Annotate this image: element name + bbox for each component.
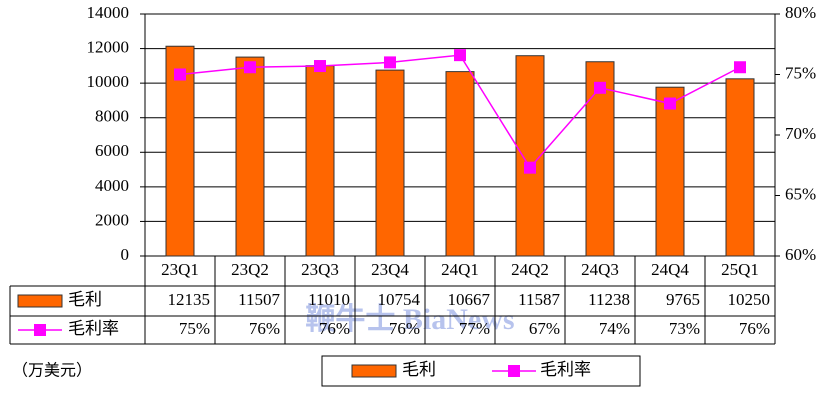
line-marker <box>314 60 326 73</box>
table-value: 11507 <box>238 290 280 309</box>
bar <box>515 55 545 257</box>
row-label: 毛利率 <box>68 319 119 338</box>
y2-tick-label: 60% <box>785 245 816 264</box>
line-marker <box>174 68 186 81</box>
bar <box>375 69 405 257</box>
bar <box>445 71 475 257</box>
bar <box>585 61 615 257</box>
legend-key <box>508 365 520 377</box>
y2-tick-label: 75% <box>785 63 816 82</box>
x-tick-label: 23Q3 <box>301 260 339 279</box>
x-tick-label: 23Q1 <box>161 260 199 279</box>
line-marker <box>734 61 746 74</box>
table-value: 11587 <box>518 290 560 309</box>
table-value: 10250 <box>728 290 771 309</box>
table-value: 10754 <box>378 290 421 309</box>
y-tick-label: 10000 <box>87 72 130 91</box>
y2-tick-label: 65% <box>785 184 816 203</box>
table-value: 12135 <box>168 290 211 309</box>
bar <box>655 86 685 257</box>
line-marker <box>524 161 536 174</box>
table-value: 11238 <box>588 290 630 309</box>
x-tick-label: 24Q1 <box>441 260 479 279</box>
table-value: 76% <box>249 319 280 338</box>
legend-label: 毛利率 <box>540 360 591 379</box>
legend-key <box>34 324 46 336</box>
y-tick-label: 2000 <box>95 210 129 229</box>
table-value: 76% <box>739 319 770 338</box>
y-tick-label: 14000 <box>87 3 130 22</box>
table-value: 67% <box>529 319 560 338</box>
line-marker <box>244 61 256 74</box>
row-label: 毛利 <box>68 290 102 309</box>
y-tick-label: 6000 <box>95 141 129 160</box>
x-tick-label: 24Q3 <box>581 260 619 279</box>
y2-tick-label: 80% <box>785 3 816 22</box>
table-value: 76% <box>389 319 420 338</box>
table-value: 75% <box>179 319 210 338</box>
bar <box>165 45 195 257</box>
table-value: 76% <box>319 319 350 338</box>
bar <box>725 78 755 257</box>
table-value: 10667 <box>448 290 491 309</box>
y-tick-label: 0 <box>121 245 130 264</box>
table-value: 11010 <box>308 290 350 309</box>
line-marker <box>384 56 396 69</box>
unit-note: （万美元） <box>12 362 92 380</box>
bar <box>305 65 335 257</box>
table-value: 9765 <box>666 290 700 309</box>
x-tick-label: 23Q2 <box>231 260 269 279</box>
y-tick-label: 4000 <box>95 176 129 195</box>
y-tick-label: 8000 <box>95 107 129 126</box>
bar <box>235 56 265 257</box>
x-tick-label: 25Q1 <box>721 260 759 279</box>
x-tick-label: 24Q2 <box>511 260 549 279</box>
line-marker <box>664 97 676 110</box>
table-value: 74% <box>599 319 630 338</box>
x-tick-label: 24Q4 <box>651 260 689 279</box>
y2-tick-label: 70% <box>785 124 816 143</box>
line-marker <box>454 49 466 62</box>
legend-label: 毛利 <box>402 360 436 379</box>
legend-key <box>351 364 397 378</box>
table-value: 77% <box>459 319 490 338</box>
table-value: 73% <box>669 319 700 338</box>
y-tick-label: 12000 <box>87 37 130 56</box>
line-marker <box>594 81 606 94</box>
x-tick-label: 23Q4 <box>371 260 409 279</box>
watermark: 鞭牛士 BiaNews <box>305 303 514 336</box>
legend-key <box>17 294 63 308</box>
